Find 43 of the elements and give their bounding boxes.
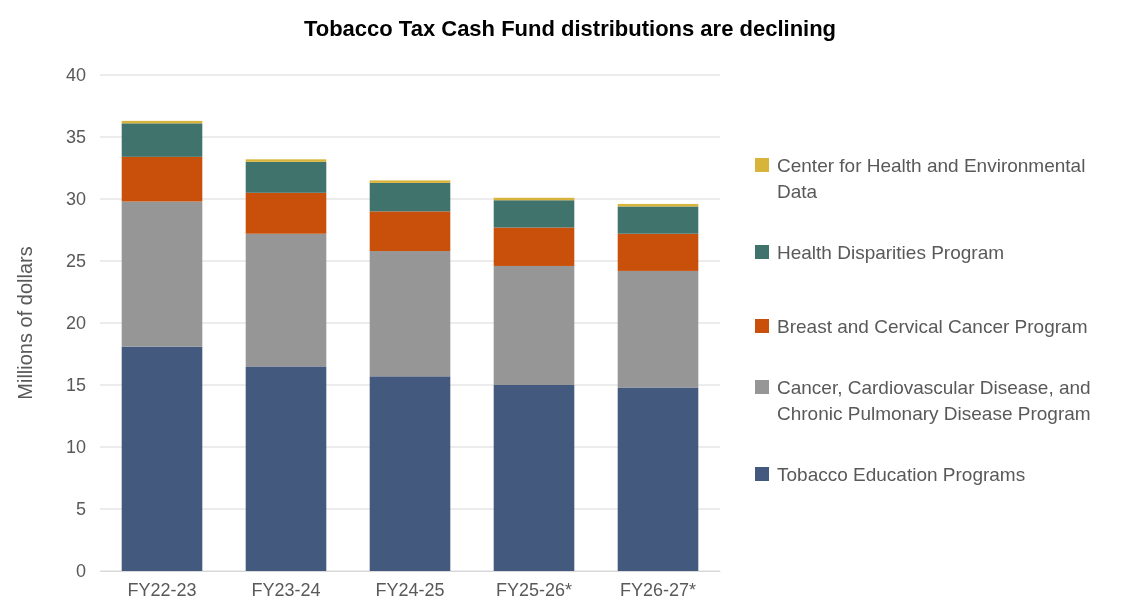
bar [493, 200, 575, 228]
bar [245, 366, 327, 571]
y-tick-label: 30 [65, 189, 86, 210]
x-tick-label: FY25-26* [495, 579, 573, 600]
y-tick-label: 10 [65, 437, 86, 458]
y-tick-label: 25 [65, 251, 86, 272]
y-tick-label: 5 [75, 499, 86, 520]
y-tick-label: 15 [65, 375, 86, 396]
x-tick-label: FY26-27* [619, 579, 697, 600]
bar [493, 385, 575, 571]
bar [245, 192, 327, 234]
y-tick-label: 0 [75, 561, 86, 582]
legend-label: Breast and Cervical Cancer Program [777, 315, 1088, 337]
bar [369, 251, 451, 377]
y-tick-label: 20 [65, 313, 86, 334]
bar [493, 265, 575, 385]
chart-title: Tobacco Tax Cash Fund distributions are declining [303, 16, 837, 41]
bar [121, 346, 203, 571]
bar [369, 376, 451, 571]
bar [245, 159, 327, 162]
bar [617, 387, 699, 571]
bar [369, 211, 451, 252]
bar [245, 233, 327, 367]
bar [617, 206, 699, 234]
y-axis-title: Millions of dollars [14, 246, 36, 400]
bar [121, 123, 203, 157]
bar [617, 270, 699, 388]
bar [121, 156, 203, 202]
bar [369, 182, 451, 212]
bar [493, 227, 575, 266]
bar [121, 201, 203, 347]
x-tick-label: FY23-24 [251, 579, 321, 600]
bar [245, 161, 327, 193]
legend-label: Tobacco Education Programs [777, 463, 1026, 485]
legend-label: Cancer, Cardiovascular Disease, and Chronic Pulmonary Disease Program [777, 376, 1091, 424]
y-tick-label: 40 [65, 65, 86, 86]
y-tick-label: 35 [65, 127, 86, 148]
x-tick-label: FY22-23 [127, 579, 197, 600]
bar [617, 233, 699, 271]
x-tick-label: FY24-25 [375, 579, 445, 600]
legend-label: Center for Health and Environmental Data [777, 154, 1086, 202]
bar [369, 180, 451, 183]
legend-label: Health Disparities Program [777, 241, 1005, 263]
